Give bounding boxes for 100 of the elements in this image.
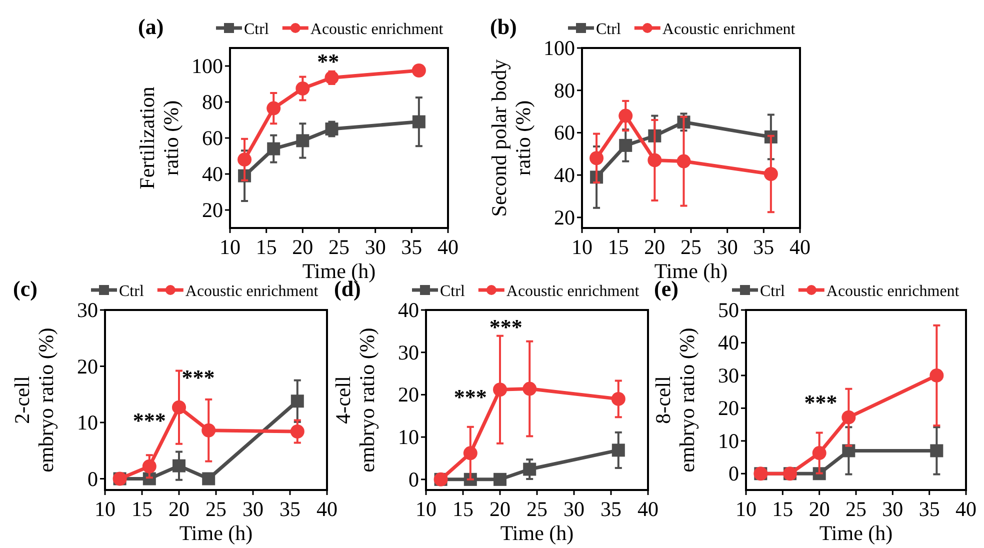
point: [463, 446, 478, 460]
point: [324, 70, 339, 85]
point: [325, 122, 338, 136]
point: [842, 410, 856, 424]
point: [930, 368, 944, 382]
y-tick-label: 40: [398, 298, 419, 322]
point: [412, 64, 426, 78]
y-tick-label: 10: [718, 428, 739, 453]
x-tick-label: 35: [753, 235, 774, 259]
annotation: ***: [182, 364, 215, 390]
y-tick-label: 80: [202, 90, 223, 114]
y-axis-title: 4-cell embryo ratio (%): [331, 328, 379, 472]
x-tick-label: 30: [242, 497, 264, 521]
legend-label: Acoustic enrichment: [506, 283, 640, 300]
x-tick-label: 20: [168, 497, 190, 521]
y-tick-label: 40: [718, 330, 739, 355]
x-tick-label: 15: [608, 235, 629, 259]
x-axis-title: Time (h): [500, 521, 574, 545]
y-tick-label: 50: [718, 298, 739, 322]
x-tick-label: 10: [94, 497, 116, 521]
point: [238, 152, 252, 167]
x-tick-label: 35: [600, 497, 622, 521]
x-tick-label: 30: [364, 235, 386, 259]
legend-label: Ctrl: [244, 21, 270, 38]
y-tick-label: 30: [398, 340, 419, 364]
y-tick-label: 0: [408, 467, 419, 492]
y-tick-label: 20: [77, 354, 98, 378]
y-tick-label: 30: [77, 298, 98, 322]
point: [267, 142, 280, 156]
x-tick-label: 35: [918, 497, 940, 521]
x-tick-label: 10: [572, 235, 592, 259]
point: [494, 472, 506, 486]
y-axis-title: 8-cell embryo ratio (%): [651, 328, 699, 472]
x-tick-label: 15: [452, 497, 474, 521]
point: [266, 101, 281, 116]
x-tick-label: 40: [956, 497, 976, 521]
y-tick-label: 0: [88, 466, 98, 491]
x-tick-label: 40: [638, 497, 658, 521]
y-tick-label: 80: [554, 78, 575, 102]
point: [202, 423, 216, 438]
annotation: ***: [804, 390, 838, 415]
x-tick-label: 40: [438, 235, 458, 259]
annotation: ***: [132, 408, 166, 433]
x-tick-label: 15: [132, 497, 152, 521]
point: [611, 392, 626, 406]
x-tick-label: 35: [280, 497, 300, 521]
point: [290, 424, 304, 438]
x-tick-label: 15: [772, 497, 794, 521]
y-tick-label: 0: [728, 462, 739, 486]
x-tick-label: 10: [220, 235, 240, 259]
point: [590, 151, 604, 166]
point: [493, 382, 507, 397]
x-tick-label: 25: [206, 497, 226, 521]
x-tick-label: 40: [316, 497, 338, 521]
point: [648, 153, 662, 168]
chart-title: (a): [138, 14, 164, 39]
x-tick-label: 15: [256, 235, 277, 259]
x-tick-label: 25: [846, 497, 866, 521]
x-tick-label: 10: [736, 497, 756, 521]
x-tick-label: 35: [401, 235, 422, 259]
point: [172, 459, 186, 472]
y-tick-label: 20: [718, 396, 739, 420]
legend-label: Ctrl: [440, 283, 466, 300]
chart-title: (c): [13, 276, 38, 301]
annotation: ***: [454, 384, 487, 410]
legend-label: Ctrl: [760, 283, 786, 300]
point: [296, 82, 310, 96]
y-tick-label: 20: [398, 382, 419, 407]
point: [522, 382, 537, 396]
point: [764, 167, 778, 181]
chart-title: (b): [490, 14, 517, 39]
legend-label: Acoustic enrichment: [310, 21, 444, 38]
legend-label: Acoustic enrichment: [185, 283, 319, 300]
y-axis-title: 2-cell embryo ratio (%): [10, 328, 58, 472]
y-axis-title: Second polar body ratio (%): [487, 58, 535, 217]
y-tick-label: 40: [554, 163, 575, 188]
y-tick-label: 60: [202, 126, 223, 150]
y-tick-label: 30: [718, 363, 739, 388]
legend-label: Ctrl: [119, 283, 144, 300]
point: [142, 459, 156, 474]
y-axis-title: Fertilization ratio (%): [135, 86, 183, 190]
point: [202, 472, 216, 486]
point: [676, 154, 691, 168]
point: [412, 115, 426, 128]
y-tick-label: 100: [192, 54, 223, 78]
x-tick-label: 10: [416, 497, 436, 521]
point: [296, 134, 310, 148]
x-tick-label: 20: [808, 497, 830, 521]
annotation: ***: [489, 314, 522, 340]
x-axis-title: Time (h): [179, 521, 253, 545]
x-tick-label: 25: [328, 235, 350, 259]
legend-label: Ctrl: [596, 21, 622, 38]
legend-label: Acoustic enrichment: [662, 21, 796, 38]
y-tick-label: 10: [398, 425, 419, 450]
y-tick-label: 20: [554, 205, 575, 230]
point: [612, 444, 625, 457]
annotation: **: [317, 48, 340, 74]
point: [618, 108, 633, 123]
y-tick-label: 10: [77, 410, 98, 434]
x-tick-label: 30: [882, 497, 904, 521]
